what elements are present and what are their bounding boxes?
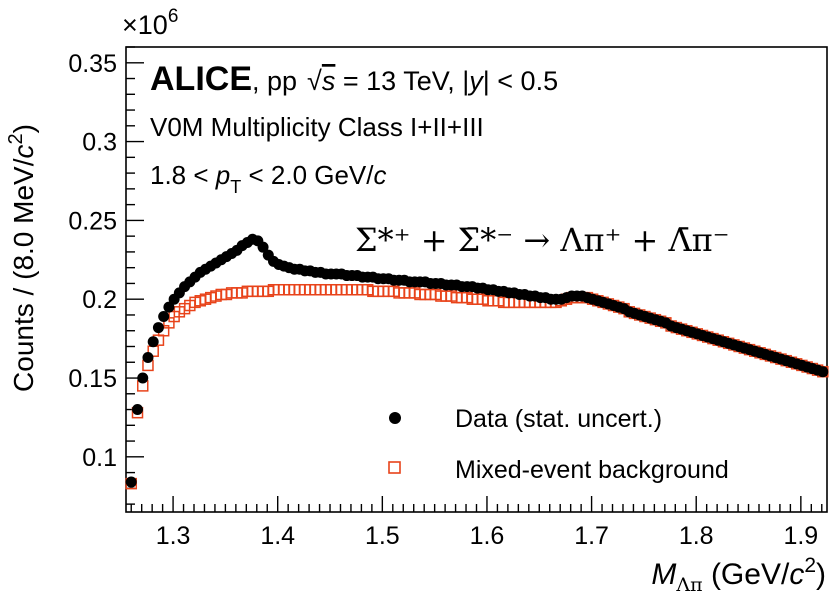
legend: Data (stat. uncert.) Mixed-event backgro… xyxy=(388,405,729,484)
x-tick-label-3: 1.6 xyxy=(470,522,505,550)
x-tick-label-2: 1.5 xyxy=(365,522,400,550)
y-tick-label-2: 0.2 xyxy=(82,286,117,314)
data-point xyxy=(132,404,144,416)
y-tick-label-5: 0.35 xyxy=(68,50,117,78)
data-point xyxy=(152,322,164,334)
data-point xyxy=(163,301,175,313)
y-axis-exponent-power: 6 xyxy=(168,6,179,27)
data-point xyxy=(142,352,154,364)
data-point xyxy=(158,311,170,323)
data-point xyxy=(147,336,159,348)
experiment-logo-text: ALICE xyxy=(150,60,252,98)
x-tick-label-1: 1.4 xyxy=(260,522,295,550)
axis-ticks xyxy=(126,46,823,512)
y-axis-exponent: ×106 xyxy=(122,6,178,40)
legend-marker-data xyxy=(389,412,401,424)
experiment-header: ALICE, pp √s = 13 TeV, |y| < 0.5 xyxy=(150,60,558,98)
legend-label-background: Mixed-event background xyxy=(455,456,729,484)
decay-channel-text: Σ*⁺ + Σ̄*⁻ → Λπ⁺ + Λ̄π⁻ xyxy=(355,221,730,259)
y-axis-label: Counts / (8.0 MeV/c2) xyxy=(5,124,39,392)
multiplicity-class: V0M Multiplicity Class I+II+III xyxy=(150,112,484,142)
data-point xyxy=(257,241,269,253)
x-axis-label: MΛπ (GeV/c2) xyxy=(651,554,826,596)
data-point xyxy=(817,366,829,378)
y-tick-label-0: 0.1 xyxy=(82,444,117,472)
x-tick-label-6: 1.9 xyxy=(783,522,818,550)
data-point xyxy=(137,372,149,384)
legend-marker-background xyxy=(388,461,401,474)
axis-tick-labels: 1.3 1.4 1.5 1.6 1.7 1.8 1.9 0.1 0.15 0.2 0.25 0.3 0.… xyxy=(68,50,818,550)
decay-channel: Σ*⁺ + Σ̄*⁻ → Λπ⁺ + Λ̄π⁻ xyxy=(355,221,730,259)
legend-label-data: Data (stat. uncert.) xyxy=(455,405,662,433)
sqrt-s-symbol: s xyxy=(322,66,336,96)
pt-range: 1.8 < pT < 2.0 GeV/c xyxy=(150,160,387,197)
x-tick-label-0: 1.3 xyxy=(156,522,191,550)
x-tick-label-4: 1.7 xyxy=(574,522,609,550)
x-tick-label-5: 1.8 xyxy=(679,522,714,550)
data-point xyxy=(125,476,137,488)
series-data xyxy=(125,233,829,488)
y-tick-label-1: 0.15 xyxy=(68,365,117,393)
y-tick-label-3: 0.25 xyxy=(68,207,117,235)
y-tick-label-4: 0.3 xyxy=(82,129,117,157)
